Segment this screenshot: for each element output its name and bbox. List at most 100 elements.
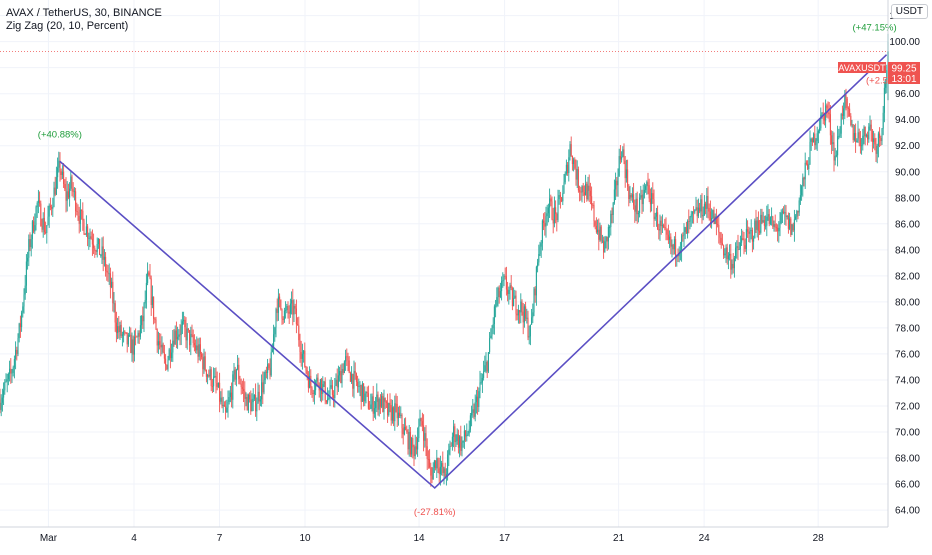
candle-body [138,332,140,337]
candle-body [340,371,342,384]
candle-body [421,421,423,426]
candle-body [162,344,164,353]
candle-body [77,212,79,216]
candle-body [195,345,197,351]
candle-body [465,430,467,437]
candle-body [756,220,758,230]
price-axis-label: 64.00 [895,506,920,517]
candle-body [839,133,841,136]
candle-body [420,418,422,422]
candle-body [157,341,159,346]
candle-body [385,401,387,403]
candles [0,33,889,487]
candle-body [168,349,170,360]
candle-body [833,142,835,161]
price-axis-label: 94.00 [895,115,920,126]
candle-body [484,365,486,372]
candle-body [63,171,65,185]
candle-body [240,383,242,388]
candle-body [503,275,505,281]
candle-body [877,133,879,146]
candle-body [425,433,427,447]
candle-body [97,238,99,245]
price-tag: AVAXUSDT 99.25 13:01 [838,62,920,85]
candle-body [537,262,539,267]
indicator-title[interactable]: Zig Zag (20, 10, Percent) [6,20,129,32]
candle-body [613,189,615,203]
candle-body [172,340,174,353]
candle-body [0,402,2,410]
grid-lines [0,0,888,527]
candle-body [491,328,493,336]
candle-body [691,211,693,215]
candle-body [822,112,824,114]
candle-body [142,315,144,322]
candle-body [495,305,497,307]
candle-body [741,238,743,243]
candle-body [714,216,716,225]
candle-body [389,403,391,406]
symbol-title[interactable]: AVAX / TetherUS, 30, BINANCE [6,7,162,19]
candle-body [17,338,19,354]
candle-body [419,418,421,427]
candle-body [163,352,165,359]
candle-body [757,220,759,231]
candle-body [457,434,459,448]
candle-body [743,240,745,246]
candle-body [37,200,39,203]
candle-body [862,135,864,146]
candle-body [749,230,751,234]
candle-body [15,349,17,359]
candle-body [665,227,667,230]
candle-body [25,261,27,286]
candle-body [137,332,139,337]
candle-body [826,105,828,109]
candle-body [441,463,443,467]
candle-body [709,211,711,221]
candle-body [775,227,777,229]
candle-body [649,198,651,205]
candle-body [479,382,481,392]
candle-body [563,182,565,194]
candle-body [123,331,125,335]
price-axis-label: 82.00 [895,271,920,282]
candle-body [804,162,806,180]
candle-body [295,308,297,325]
candle-body [700,199,702,212]
candle-body [642,194,644,205]
candle-body [293,305,295,315]
candle-body [551,201,553,220]
candle-body [331,385,333,395]
candle-body [622,149,624,158]
candle-body [328,397,330,399]
candle-body [473,409,475,417]
candle-body [124,331,126,333]
candle-body [747,229,749,232]
candle-body [102,246,104,260]
candle-body [550,198,552,202]
candle-body [765,225,767,227]
candle-body [609,227,611,228]
candle-body [571,155,573,165]
candle-body [339,371,341,376]
candle-body [745,229,747,249]
candle-body [47,216,49,226]
candle-body [789,218,791,229]
candle-body [653,199,655,220]
candle-body [707,195,709,208]
candle-body [221,397,223,407]
candle-body [697,207,699,217]
candle-body [881,128,883,142]
candle-body [850,115,852,126]
currency-badge[interactable]: USDT [890,4,928,19]
candle-body [30,239,32,248]
candle-body [871,130,873,143]
candle-body [635,198,637,212]
candle-body [383,398,385,412]
candle-body [459,436,461,448]
candle-body [648,185,650,199]
candle-body [262,382,264,393]
time-axis[interactable]: Mar 4 7 10 14 17 21 24 28 [0,526,888,544]
